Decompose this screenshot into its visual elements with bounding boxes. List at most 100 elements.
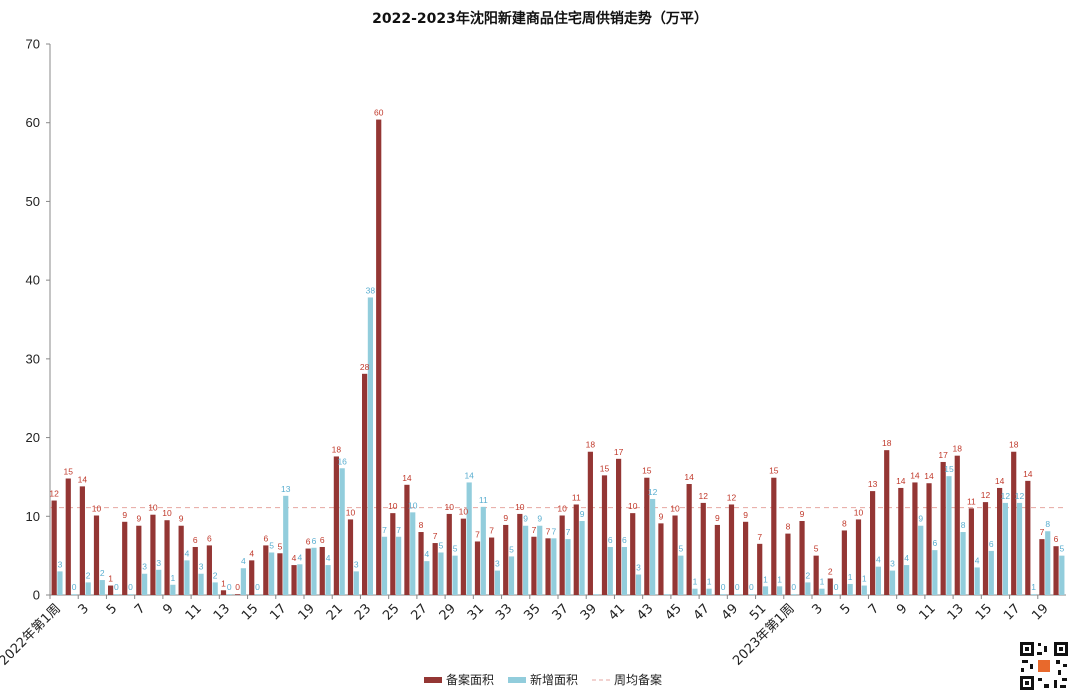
data-label-new: 38 xyxy=(366,285,376,295)
bar-new xyxy=(706,588,712,595)
data-label-new: 12 xyxy=(1001,491,1011,501)
data-label-new: 0 xyxy=(721,582,726,592)
bar-new xyxy=(353,571,359,595)
bar-filed xyxy=(997,487,1003,595)
bar-new xyxy=(777,586,783,595)
data-label-filed: 18 xyxy=(586,440,596,450)
bar-filed xyxy=(813,555,819,595)
legend-label: 备案面积 xyxy=(446,672,494,687)
data-label-filed: 9 xyxy=(136,514,141,524)
bar-filed xyxy=(51,500,57,595)
bar-new xyxy=(254,594,261,595)
bar-filed xyxy=(150,514,156,595)
data-label-filed: 14 xyxy=(402,473,412,483)
y-tick-label: 30 xyxy=(26,351,40,366)
data-label-new: 1 xyxy=(693,577,698,587)
y-tick-label: 70 xyxy=(26,37,40,52)
y-tick-label: 10 xyxy=(26,509,40,524)
x-tick-label: 7 xyxy=(132,601,148,617)
bar-new xyxy=(791,594,797,595)
bar-filed xyxy=(263,545,269,595)
data-label-filed: 6 xyxy=(306,537,311,547)
bar-filed xyxy=(1053,546,1059,595)
data-label-new: 4 xyxy=(326,553,331,563)
bar-new xyxy=(664,594,670,595)
data-label-filed: 9 xyxy=(715,513,720,523)
data-label-filed: 9 xyxy=(659,511,664,521)
data-label-new: 3 xyxy=(199,562,204,572)
data-label-new: 10 xyxy=(408,500,418,510)
bar-filed xyxy=(728,504,735,595)
bar-filed xyxy=(517,513,523,595)
data-label-new: 1 xyxy=(862,574,867,584)
bar-new xyxy=(283,495,289,595)
x-tick-label: 9 xyxy=(894,601,910,617)
x-tick-label: 19 xyxy=(296,601,318,623)
bar-filed xyxy=(404,484,410,595)
data-label-filed: 10 xyxy=(628,501,638,511)
bar-filed xyxy=(432,543,438,595)
chart-title: 2022-2023年沈阳新建商品住宅周供销走势（万平） xyxy=(372,10,708,27)
bar-filed xyxy=(277,553,283,595)
data-label-filed: 4 xyxy=(249,548,254,558)
data-label-new: 4 xyxy=(904,553,909,563)
data-label-new: 16 xyxy=(337,456,347,466)
data-label-new: 7 xyxy=(396,525,401,535)
data-label-filed: 12 xyxy=(727,492,737,502)
x-tick-label: 25 xyxy=(380,601,402,623)
data-label-new: 4 xyxy=(975,555,980,565)
x-tick-label: 43 xyxy=(634,601,656,623)
data-label-filed: 6 xyxy=(320,535,325,545)
data-label-filed: 7 xyxy=(546,526,551,536)
data-label-filed: 13 xyxy=(868,479,878,489)
bar-new xyxy=(904,565,910,595)
data-label-filed: 10 xyxy=(92,503,102,513)
data-label-new: 5 xyxy=(453,544,458,554)
bar-new xyxy=(508,556,515,595)
bar-filed xyxy=(206,545,212,595)
data-label-filed: 8 xyxy=(842,518,847,528)
bar-new xyxy=(537,525,543,595)
x-tick-label: 15 xyxy=(239,601,261,623)
data-label-filed: 10 xyxy=(388,501,398,511)
bar-new xyxy=(1045,531,1051,595)
bar-new xyxy=(156,569,162,595)
bar-new xyxy=(198,573,204,595)
data-label-new: 0 xyxy=(72,582,77,592)
data-label-filed: 7 xyxy=(757,532,762,542)
data-label-filed: 10 xyxy=(148,503,158,513)
data-label-new: 4 xyxy=(297,552,302,562)
legend-label: 周均备案 xyxy=(614,672,662,687)
bar-filed xyxy=(926,483,932,595)
data-label-new: 3 xyxy=(354,559,359,569)
data-label-new: 7 xyxy=(382,525,387,535)
data-label-new: 2 xyxy=(213,570,218,580)
bar-new xyxy=(762,586,769,595)
data-label-new: 2 xyxy=(100,568,105,578)
data-label-new: 0 xyxy=(255,582,260,592)
data-label-filed: 18 xyxy=(953,444,963,454)
bar-filed xyxy=(573,504,579,595)
bar-new xyxy=(1016,502,1023,595)
bar-filed xyxy=(291,565,297,595)
data-label-filed: 10 xyxy=(670,503,680,513)
data-label-new: 8 xyxy=(1045,519,1050,529)
data-label-new: 3 xyxy=(156,558,161,568)
data-label-filed: 18 xyxy=(882,438,892,448)
x-tick-label: 13 xyxy=(211,601,233,623)
data-label-filed: 9 xyxy=(743,510,748,520)
bar-filed xyxy=(79,486,85,595)
data-label-filed: 10 xyxy=(346,507,356,517)
bar-new xyxy=(650,498,656,595)
data-label-filed: 5 xyxy=(278,541,283,551)
data-label-filed: 15 xyxy=(64,467,74,477)
bar-filed xyxy=(757,543,763,595)
bar-new xyxy=(565,539,571,595)
bar-filed xyxy=(884,450,890,595)
bar-new xyxy=(918,525,924,595)
bar-new xyxy=(339,468,345,595)
data-label-new: 12 xyxy=(1015,491,1025,501)
data-label-filed: 12 xyxy=(699,491,709,501)
legend: 备案面积 新增面积 周均备案 xyxy=(424,672,662,687)
